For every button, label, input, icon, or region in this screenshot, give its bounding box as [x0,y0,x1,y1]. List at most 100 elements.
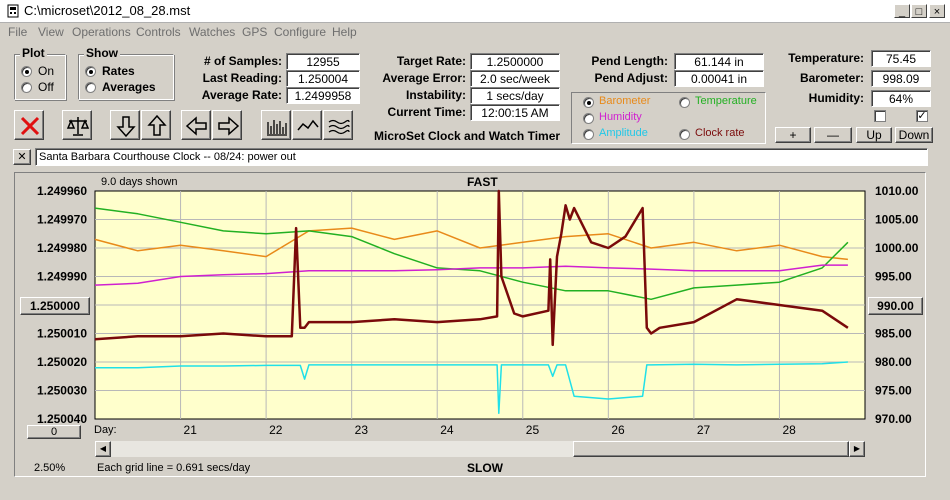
minus-button[interactable]: — [814,127,852,143]
last-reading-field: 1.250004 [286,70,360,87]
horizontal-scrollbar[interactable]: ◀ ▶ [95,441,865,457]
menu-help[interactable]: Help [332,25,357,39]
left-tick-label: 1.249980 [37,241,87,255]
clock-rate-option-label: Clock rate [695,127,745,139]
menu-file[interactable]: File [8,25,28,39]
scroll-value-button[interactable]: 0 [27,425,81,439]
maximize-button[interactable]: □ [911,4,927,18]
right-tick-label: 970.00 [875,412,912,426]
show-group [78,54,174,100]
average-error-field: 2.0 sec/week [470,70,560,87]
arrow-left-button[interactable] [181,110,211,140]
humidity-checkbox-2[interactable]: ✓ [916,110,928,122]
clock-rate-radio[interactable] [679,129,690,140]
instability-label: Instability: [405,88,466,102]
show-averages-label: Averages [102,80,156,94]
close-button[interactable]: × [929,4,945,18]
barometer-radio[interactable] [583,97,594,108]
show-rates-label: Rates [102,64,135,78]
app-icon [7,4,19,18]
samples-label: # of Samples: [203,54,282,68]
close-x-button[interactable] [14,110,44,140]
series-lines [94,189,849,415]
left-tick-label: 1.250040 [37,412,87,426]
grid-note-label: Each grid line = 0.691 secs/day [97,462,251,474]
day-tick-label: 22 [269,423,283,437]
menu-bar: File View Operations Controls Watches GP… [0,23,950,41]
scroll-right-button[interactable]: ▶ [849,441,865,457]
channel-selector [571,92,766,144]
note-field[interactable]: Santa Barbara Courthouse Clock -- 08/24:… [35,148,928,166]
scroll-thumb[interactable] [573,441,849,457]
arrow-right-icon [218,116,240,136]
note-clear-button[interactable]: ✕ [13,149,31,165]
menu-watches[interactable]: Watches [189,25,236,39]
wave-icon [297,119,319,131]
menu-operations[interactable]: Operations [72,25,131,39]
down-button[interactable]: Down [895,127,933,143]
day-tick-label: 28 [782,423,796,437]
close-x-icon [20,116,40,136]
temperature-option-label: Temperature [695,95,757,107]
left-axis-ticks: 1.249960 1.249970 1.249980 1.249990 1.250010… [37,184,87,426]
show-group-title: Show [84,46,120,60]
fast-label: FAST [467,175,498,189]
right-scale-button[interactable]: 990.00 [868,297,923,315]
right-tick-label: 980.00 [875,355,912,369]
right-tick-label: 1005.00 [875,213,919,227]
current-time-label: Current Time: [387,105,466,119]
temperature-field: 75.45 [871,50,931,67]
right-tick-label: 1000.00 [875,241,919,255]
menu-view[interactable]: View [38,25,64,39]
app-caption: MicroSet Clock and Watch Timer [374,129,561,143]
balance-button[interactable] [62,110,92,140]
menu-configure[interactable]: Configure [274,25,327,39]
arrow-up-icon [147,114,167,136]
right-axis-ticks: 1010.00 1005.00 1000.00 995.00 985.00 980.00 9… [875,184,919,426]
day-tick-label: 21 [184,423,198,437]
bar-chart-button[interactable] [261,110,291,140]
humidity-checkbox-1[interactable] [874,110,886,122]
arrow-right-button[interactable] [212,110,242,140]
pend-length-label: Pend Length: [591,54,668,68]
right-tick-label: 975.00 [875,384,912,398]
arrow-up-button[interactable] [141,110,171,140]
amplitude-option-label: Amplitude [599,127,648,139]
pend-adjust-label: Pend Adjust: [594,71,668,85]
minimize-button[interactable]: _ [894,4,910,18]
average-rate-label: Average Rate: [201,88,282,102]
humidity-field: 64% [871,90,931,107]
right-tick-label: 995.00 [875,270,912,284]
menu-controls[interactable]: Controls [136,25,181,39]
window-title: C:\microset\2012_08_28.mst [24,3,191,18]
amplitude-radio[interactable] [583,129,594,140]
wave-button[interactable] [292,110,322,140]
menu-gps[interactable]: GPS [242,25,268,39]
samples-field: 12955 [286,53,360,70]
show-rates-radio[interactable] [85,66,96,77]
barometer-field: 998.09 [871,70,931,87]
day-tick-label: 27 [697,423,711,437]
pend-adjust-field: 0.00041 in [674,70,764,87]
center-rate-button[interactable]: 1.250000 [20,297,90,315]
day-axis-ticks: 21 22 23 24 25 26 27 28 [184,423,797,437]
up-button[interactable]: Up [856,127,892,143]
arrow-down-button[interactable] [110,110,140,140]
scroll-left-button[interactable]: ◀ [95,441,111,457]
show-averages-radio[interactable] [85,82,96,93]
days-shown-label: 9.0 days shown [101,176,178,188]
slow-label: SLOW [467,461,503,475]
barometer-option-label: Barometer [599,95,651,107]
humidity-radio[interactable] [583,113,594,124]
day-tick-label: 26 [611,423,625,437]
series-line-amplitude [95,361,848,415]
series-line-barometer [94,227,848,261]
title-bar: C:\microset\2012_08_28.mst _ □ × [0,0,950,23]
multi-wave-button[interactable] [323,110,353,140]
plot-off-radio[interactable] [21,82,32,93]
plus-button[interactable]: + [775,127,811,143]
temperature-radio[interactable] [679,97,690,108]
plot-on-radio[interactable] [21,66,32,77]
plot-group-title: Plot [20,46,47,60]
